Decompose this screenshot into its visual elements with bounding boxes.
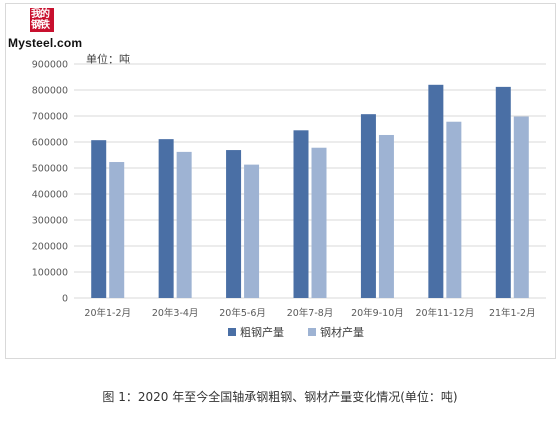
x-tick-label: 20年1-2月 (84, 307, 131, 319)
x-tick-label: 21年1-2月 (489, 307, 536, 319)
bar-crude-steel (495, 86, 511, 298)
y-tick-label: 400000 (32, 190, 68, 201)
y-tick-label: 700000 (32, 112, 68, 123)
bar-chart: 0 100000 200000 300000 400000 500000 600000 700… (32, 60, 546, 339)
y-tick-label: 800000 (32, 86, 68, 97)
bar-steel-products (176, 151, 192, 298)
y-tick-label: 100000 (32, 268, 68, 279)
y-tick-label: 0 (62, 294, 68, 305)
y-tick-label: 500000 (32, 164, 68, 175)
bar-steel-products (109, 162, 125, 298)
x-tick-label: 20年5-6月 (219, 307, 266, 319)
legend-label: 钢材产量 (320, 325, 364, 339)
mysteel-logo: 我的钢铁 Mysteel.com (8, 8, 83, 56)
bar-crude-steel (158, 139, 174, 298)
bar-steel-products (311, 147, 327, 298)
unit-label: 单位：吨 (86, 53, 130, 66)
legend-swatch (308, 328, 316, 336)
logo-en-text: Mysteel.com (8, 36, 83, 50)
bar-crude-steel (226, 150, 242, 298)
y-tick-label: 900000 (32, 60, 68, 71)
legend-label: 粗钢产量 (240, 325, 284, 339)
bar-steel-products (378, 134, 394, 298)
bar-crude-steel (293, 130, 309, 298)
y-tick-label: 200000 (32, 242, 68, 253)
x-tick-label: 20年3-4月 (152, 307, 199, 319)
bar-crude-steel (91, 140, 107, 298)
figure-caption: 图 1：2020 年至今全国轴承钢粗钢、钢材产量变化情况(单位：吨) (102, 390, 458, 404)
y-tick-label: 600000 (32, 138, 68, 149)
y-tick-label: 300000 (32, 216, 68, 227)
logo-cn-text: 我的钢铁 (31, 9, 50, 31)
legend-swatch (228, 328, 236, 336)
bar-steel-products (513, 116, 529, 299)
bar-crude-steel (428, 84, 444, 298)
x-tick-label: 20年9-10月 (351, 307, 404, 319)
bar-steel-products (446, 121, 462, 298)
bar-steel-products (244, 164, 260, 298)
logo-badge (30, 8, 54, 32)
bar-crude-steel (360, 114, 376, 299)
x-tick-label: 20年7-8月 (287, 307, 334, 319)
x-tick-label: 20年11-12月 (416, 307, 475, 319)
